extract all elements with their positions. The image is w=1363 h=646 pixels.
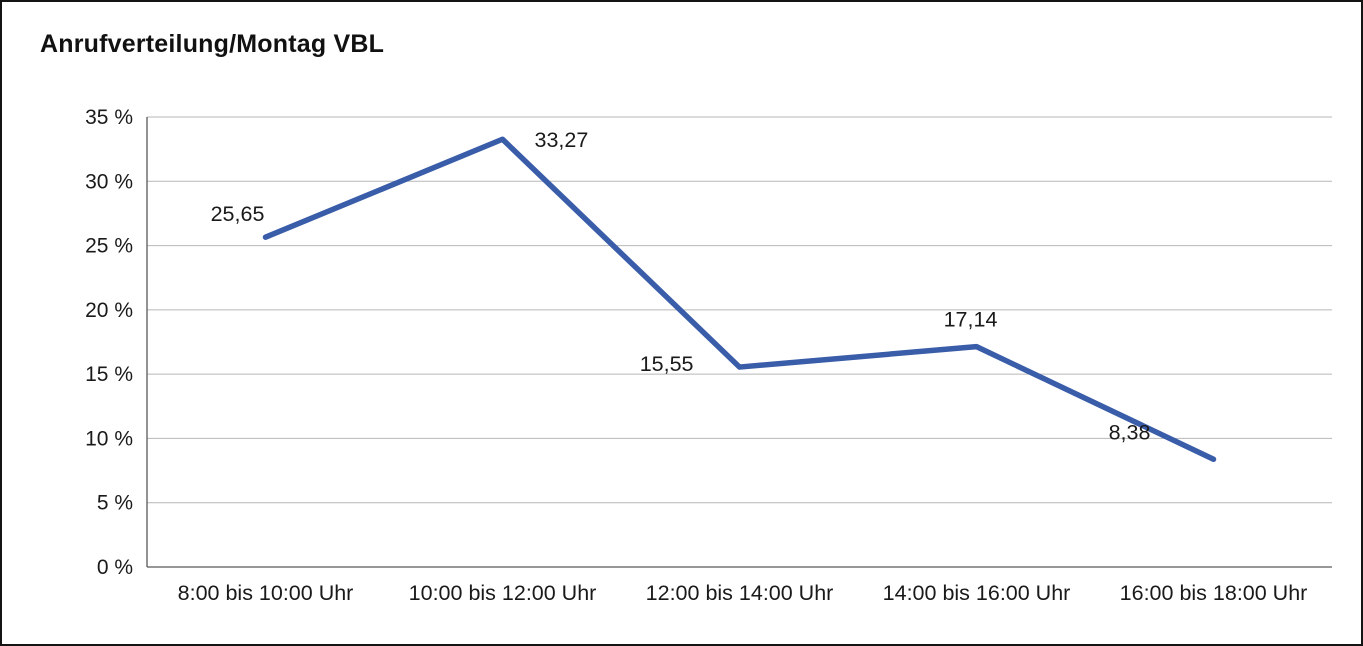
series-line (262, 136, 1217, 463)
y-tick-label: 25 % (85, 235, 133, 258)
chart-title: Anrufverteilung/Montag VBL (40, 30, 385, 58)
data-point-label: 8,38 (1109, 420, 1151, 444)
data-point-label: 15,55 (640, 352, 694, 376)
data-point-label: 17,14 (944, 308, 998, 332)
x-category-label: 10:00 bis 12:00 Uhr (409, 581, 597, 605)
y-tick-label: 30 % (85, 170, 133, 193)
data-point-label: 33,27 (535, 128, 589, 152)
y-tick-label: 10 % (85, 427, 133, 450)
data-point-label: 25,65 (211, 202, 265, 226)
y-tick-label: 20 % (85, 299, 133, 322)
x-category-label: 12:00 bis 14:00 Uhr (646, 581, 834, 605)
y-tick-label: 5 % (97, 492, 133, 515)
y-tick-label: 15 % (85, 363, 133, 386)
y-tick-label: 0 % (97, 556, 133, 579)
x-category-label: 14:00 bis 16:00 Uhr (883, 581, 1071, 605)
y-tick-label: 35 % (85, 106, 133, 129)
x-category-label: 16:00 bis 18:00 Uhr (1120, 581, 1308, 605)
x-category-label: 8:00 bis 10:00 Uhr (178, 581, 354, 605)
